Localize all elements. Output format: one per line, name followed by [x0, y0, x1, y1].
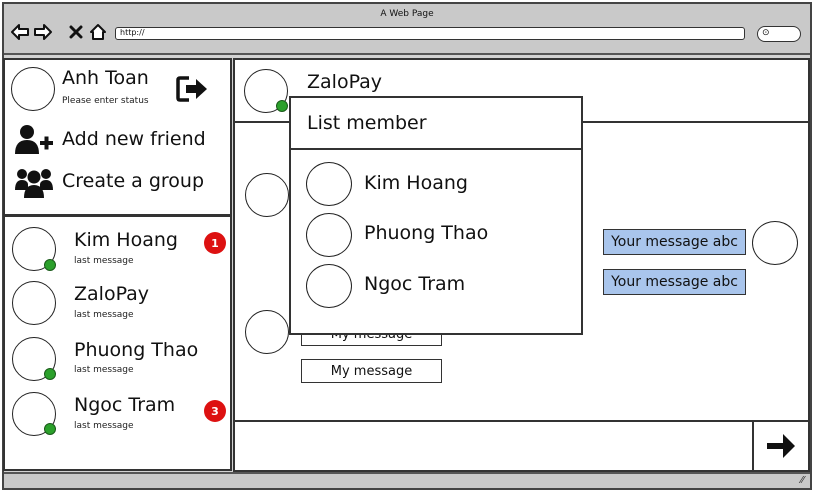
message-input[interactable]	[233, 420, 754, 472]
member-list-popup: List member Kim Hoang Phuong Thao Ngoc T…	[289, 96, 583, 335]
member-name: Phuong Thao	[364, 222, 489, 244]
my-message-bubble: My message	[301, 359, 442, 383]
add-new-friend-button[interactable]: Add new friend	[62, 128, 206, 150]
back-arrow-icon[interactable]	[10, 22, 30, 42]
home-icon[interactable]	[88, 22, 108, 42]
last-message: last message	[74, 256, 134, 266]
member-name: Kim Hoang	[364, 172, 468, 194]
avatar	[306, 264, 352, 308]
arrow-right-icon	[767, 434, 795, 458]
avatar	[245, 173, 289, 217]
profile-name: Anh Toan	[62, 67, 149, 89]
add-friend-icon	[15, 124, 53, 158]
online-status-dot	[276, 100, 288, 112]
online-status-dot	[44, 259, 56, 271]
address-bar[interactable]: http://	[115, 27, 745, 40]
forward-arrow-icon[interactable]	[33, 22, 53, 42]
search-icon: ⊙	[762, 28, 770, 38]
profile-status[interactable]: Please enter status	[62, 96, 149, 106]
online-status-dot	[44, 423, 56, 435]
profile-panel: Anh Toan Please enter status Add new fri…	[3, 58, 232, 216]
incoming-message-bubble: Your message abc	[603, 269, 746, 295]
chat-title: ZaloPay	[307, 71, 383, 93]
close-icon[interactable]	[66, 22, 86, 42]
window-title: A Web Page	[380, 9, 434, 19]
member-name: Ngoc Tram	[364, 273, 466, 295]
avatar	[306, 162, 352, 206]
avatar	[752, 221, 798, 265]
send-button[interactable]	[752, 420, 810, 472]
contact-name: Kim Hoang	[74, 229, 178, 251]
last-message: last message	[74, 421, 134, 431]
avatar	[12, 281, 56, 325]
unread-badge: 3	[204, 400, 226, 422]
search-button[interactable]: ⊙	[757, 26, 801, 42]
contact-name: ZaloPay	[74, 283, 150, 305]
popup-header: List member	[291, 98, 581, 150]
logout-icon[interactable]	[176, 75, 210, 107]
popup-title: List member	[307, 112, 427, 134]
avatar[interactable]	[244, 69, 288, 113]
status-bar: ⁄⁄	[4, 472, 810, 488]
last-message: last message	[74, 365, 134, 375]
resize-handle-icon[interactable]: ⁄⁄	[800, 475, 804, 486]
incoming-message-bubble: Your message abc	[603, 229, 746, 255]
create-group-button[interactable]: Create a group	[62, 170, 205, 192]
group-icon	[15, 166, 53, 202]
avatar	[245, 310, 289, 354]
contact-name: Ngoc Tram	[74, 394, 176, 416]
contact-list: Kim Hoang last message 1 ZaloPay last me…	[3, 215, 232, 471]
online-status-dot	[44, 368, 56, 380]
avatar[interactable]	[11, 67, 55, 111]
browser-toolbar: A Web Page http:// ⊙	[4, 4, 810, 55]
unread-badge: 1	[204, 232, 226, 254]
contact-name: Phuong Thao	[74, 339, 199, 361]
avatar	[306, 213, 352, 257]
last-message: last message	[74, 310, 134, 320]
